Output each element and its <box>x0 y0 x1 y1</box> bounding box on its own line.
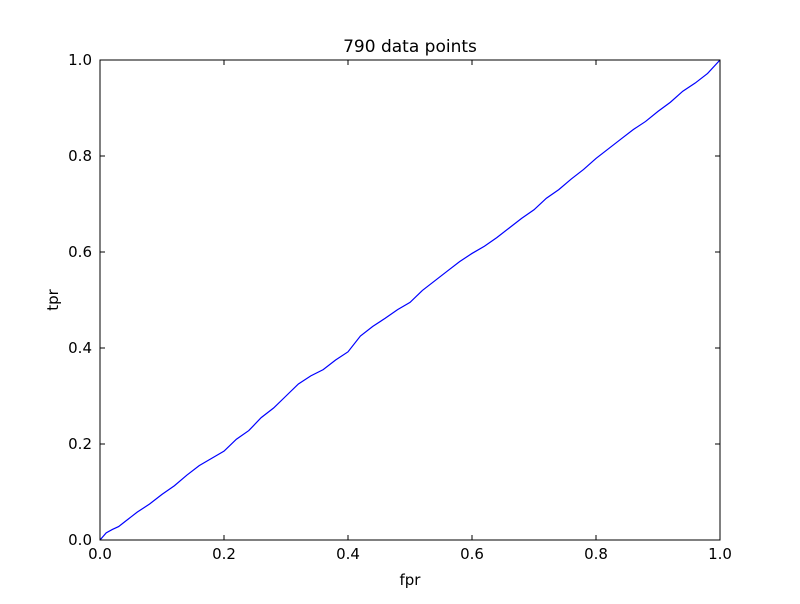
x-tick-label: 1.0 <box>708 545 732 563</box>
x-axis-label: fpr <box>400 571 422 589</box>
x-tick-label: 0.2 <box>212 545 236 563</box>
plot-frame <box>99 59 721 541</box>
y-tick-label: 0.0 <box>68 531 92 549</box>
y-tick-label: 1.0 <box>68 51 92 69</box>
y-tick-label: 0.2 <box>68 435 92 453</box>
series-line-0 <box>99 59 721 541</box>
x-tick-label: 0.8 <box>584 545 608 563</box>
y-tick-label: 0.8 <box>68 147 92 165</box>
y-tick-label: 0.6 <box>68 243 92 261</box>
y-tick-label: 0.4 <box>68 339 92 357</box>
x-tick-label: 0.6 <box>460 545 484 563</box>
x-tick-label: 0.0 <box>88 545 112 563</box>
plot-area <box>99 59 721 541</box>
x-tick-label: 0.4 <box>336 545 360 563</box>
axis-ticks: 0.0 0.2 0.4 0.6 0.8 1.0 0.0 0.2 0.4 0.6 0.8 1.0 <box>68 51 732 563</box>
y-axis-label: tpr <box>44 288 62 310</box>
chart-title: 790 data points <box>343 37 477 57</box>
